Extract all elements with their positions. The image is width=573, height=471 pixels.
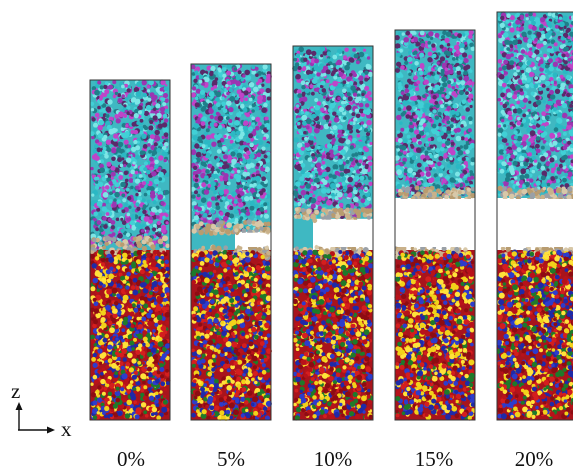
z-axis-label: z bbox=[11, 381, 20, 402]
simulation-panel-3 bbox=[394, 29, 475, 420]
simulation-panel-2 bbox=[292, 46, 373, 421]
strain-label-2: 10% bbox=[314, 449, 353, 470]
fracture-gap bbox=[395, 199, 475, 247]
fracture-gap bbox=[235, 233, 271, 247]
fracture-gap bbox=[313, 220, 373, 247]
fracture-gap bbox=[497, 199, 573, 247]
strain-label-1: 5% bbox=[217, 449, 245, 470]
strain-label-3: 15% bbox=[415, 449, 454, 470]
simulation-panel-4 bbox=[496, 11, 573, 420]
simulation-panel-0 bbox=[90, 79, 171, 420]
strain-label-4: 20% bbox=[515, 449, 554, 470]
simulation-panel-1 bbox=[190, 64, 272, 421]
x-axis-label: x bbox=[61, 419, 72, 440]
top-layer-region bbox=[293, 219, 313, 250]
strain-label-0: 0% bbox=[117, 449, 145, 470]
axis-arrows bbox=[16, 402, 56, 434]
z-arrowhead-icon bbox=[16, 402, 23, 410]
x-arrowhead-icon bbox=[47, 427, 55, 434]
